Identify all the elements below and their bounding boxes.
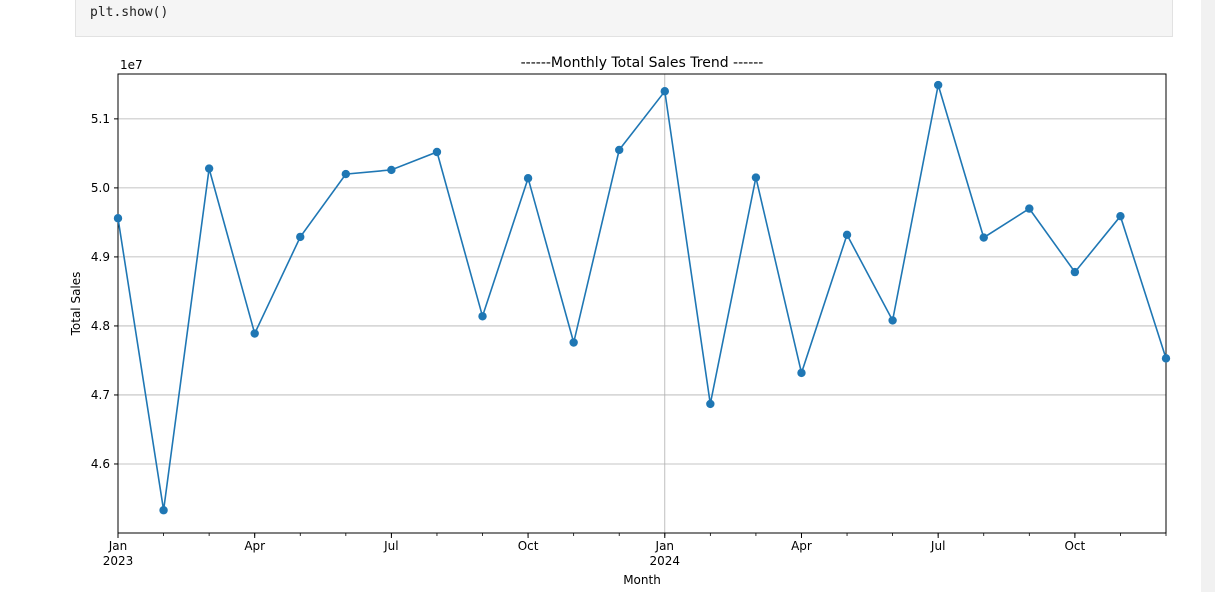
- data-point: [1161, 354, 1171, 363]
- series-points: [113, 80, 1171, 515]
- y-tick-label: 4.8: [91, 319, 110, 333]
- y-axis-ticks: 4.6 4.7 4.8 4.9 5.0 5.1: [91, 112, 118, 471]
- code-cell: plt.show(): [75, 0, 1173, 37]
- x-tick-year-label: 2024: [650, 554, 681, 568]
- data-point: [660, 87, 669, 96]
- data-point: [478, 312, 487, 321]
- x-tick-label: Apr: [244, 539, 265, 553]
- data-point: [296, 232, 305, 242]
- data-point: [341, 169, 351, 179]
- data-point: [797, 368, 806, 378]
- x-tick-label: Jul: [930, 539, 945, 553]
- x-axis-label: Month: [623, 573, 661, 587]
- data-point: [979, 233, 988, 242]
- data-point: [432, 147, 442, 157]
- grid-lines: [117, 74, 1166, 533]
- data-point: [1116, 211, 1125, 221]
- y-tick-label: 5.0: [91, 181, 110, 195]
- data-point: [113, 214, 123, 223]
- series-line: [117, 84, 1167, 511]
- data-point: [159, 506, 168, 515]
- y-tick-label: 4.7: [91, 388, 110, 402]
- data-point: [706, 399, 715, 409]
- x-tick-label: Jan: [655, 539, 675, 553]
- code-line: plt.show(): [90, 5, 169, 20]
- chart-title: ------Monthly Total Sales Trend ------: [521, 55, 764, 71]
- y-tick-label: 4.6: [91, 457, 110, 471]
- x-tick-label: Oct: [518, 539, 539, 553]
- data-point: [1025, 204, 1034, 213]
- y-axis-label: Total Sales: [69, 272, 83, 337]
- data-point: [569, 338, 578, 347]
- x-tick-label: Jan: [108, 539, 128, 553]
- data-point: [204, 164, 214, 173]
- data-point: [842, 230, 852, 240]
- data-point: [523, 174, 533, 183]
- data-point: [888, 316, 897, 325]
- y-tick-label: 5.1: [91, 112, 110, 126]
- data-point: [250, 329, 259, 338]
- x-tick-year-label: 2023: [103, 554, 134, 568]
- data-point: [751, 173, 761, 182]
- x-tick-label: Apr: [791, 539, 812, 553]
- data-point: [615, 145, 624, 155]
- data-point: [387, 165, 396, 175]
- scrollbar[interactable]: [1201, 0, 1215, 592]
- x-tick-label: Oct: [1064, 539, 1085, 553]
- x-tick-label: Jul: [383, 539, 398, 553]
- y-axis-offset-label: 1e7: [120, 58, 143, 72]
- y-tick-label: 4.9: [91, 250, 110, 264]
- data-point: [933, 80, 943, 90]
- data-point: [1070, 267, 1080, 277]
- plot-frame: [117, 73, 1167, 534]
